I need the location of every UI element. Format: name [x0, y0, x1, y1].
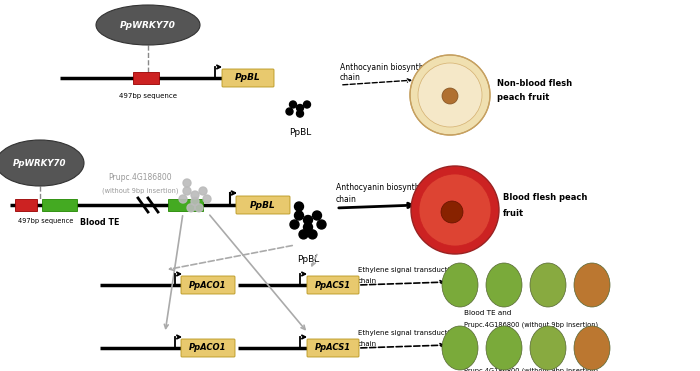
Circle shape	[183, 179, 191, 187]
FancyBboxPatch shape	[181, 276, 235, 294]
Circle shape	[286, 108, 293, 115]
Text: Prupc.4G186800: Prupc.4G186800	[108, 174, 172, 183]
Ellipse shape	[0, 140, 84, 186]
Circle shape	[179, 195, 187, 203]
Text: PpACS1: PpACS1	[315, 280, 351, 289]
Text: chain: chain	[336, 194, 357, 204]
FancyBboxPatch shape	[236, 196, 290, 214]
Bar	[42, 199, 77, 211]
Circle shape	[308, 230, 317, 239]
Circle shape	[295, 211, 304, 220]
Ellipse shape	[442, 263, 478, 307]
Text: Anthocyanin biosynthesis: Anthocyanin biosynthesis	[340, 63, 438, 72]
Text: 497bp sequence: 497bp sequence	[119, 93, 177, 99]
Ellipse shape	[574, 326, 610, 370]
Text: 497bp sequence: 497bp sequence	[18, 218, 74, 224]
Circle shape	[187, 204, 195, 212]
Circle shape	[297, 110, 304, 117]
Text: chain: chain	[358, 278, 377, 284]
Text: peach fruit: peach fruit	[497, 92, 550, 102]
Text: Blood TE and: Blood TE and	[464, 310, 512, 316]
Circle shape	[199, 187, 207, 195]
Text: (without 9bp insertion): (without 9bp insertion)	[102, 188, 178, 194]
Ellipse shape	[530, 326, 566, 370]
Circle shape	[290, 101, 297, 108]
Text: fruit: fruit	[503, 209, 524, 217]
Circle shape	[304, 101, 311, 108]
Bar	[168, 199, 203, 211]
Bar	[15, 199, 37, 211]
Text: PpBL: PpBL	[235, 73, 261, 82]
Text: PpWRKY70: PpWRKY70	[13, 158, 66, 167]
Circle shape	[295, 202, 304, 211]
Ellipse shape	[530, 263, 566, 307]
Text: PpACS1: PpACS1	[315, 344, 351, 352]
Ellipse shape	[486, 326, 522, 370]
Circle shape	[411, 166, 499, 254]
Text: PpACO1: PpACO1	[189, 280, 227, 289]
Circle shape	[203, 195, 211, 203]
Bar	[133, 72, 159, 84]
Text: PpBL: PpBL	[250, 200, 276, 210]
Ellipse shape	[574, 263, 610, 307]
Circle shape	[191, 197, 199, 206]
Text: Prupc.4G186800 (without 9bp insertion): Prupc.4G186800 (without 9bp insertion)	[464, 368, 598, 371]
Text: chain: chain	[358, 341, 377, 347]
Circle shape	[410, 55, 490, 135]
Text: Blood flesh peach: Blood flesh peach	[503, 193, 587, 201]
FancyBboxPatch shape	[181, 339, 235, 357]
Text: Prupc.4G186800 (without 9bp insertion): Prupc.4G186800 (without 9bp insertion)	[464, 321, 598, 328]
Circle shape	[304, 223, 312, 232]
Circle shape	[297, 105, 304, 112]
Circle shape	[441, 201, 463, 223]
Text: Non-blood flesh: Non-blood flesh	[497, 79, 572, 88]
Circle shape	[418, 63, 482, 127]
Text: Blood TE: Blood TE	[80, 218, 120, 227]
Text: chain: chain	[340, 73, 361, 82]
Text: PpWRKY70: PpWRKY70	[120, 20, 176, 30]
Ellipse shape	[96, 5, 200, 45]
Text: Ethylene signal transduction: Ethylene signal transduction	[358, 267, 458, 273]
FancyBboxPatch shape	[307, 339, 359, 357]
Circle shape	[442, 88, 458, 104]
Circle shape	[195, 204, 203, 212]
Circle shape	[290, 220, 299, 229]
Text: Anthocyanin biosynthesis: Anthocyanin biosynthesis	[336, 184, 435, 193]
Ellipse shape	[442, 326, 478, 370]
Text: Ethylene signal transduction: Ethylene signal transduction	[358, 330, 458, 336]
Text: PpBL: PpBL	[297, 255, 319, 264]
Circle shape	[299, 230, 308, 239]
Text: PpACO1: PpACO1	[189, 344, 227, 352]
Circle shape	[312, 211, 321, 220]
FancyBboxPatch shape	[307, 276, 359, 294]
Circle shape	[183, 187, 191, 195]
Text: PpBL: PpBL	[289, 128, 311, 137]
Ellipse shape	[486, 263, 522, 307]
Circle shape	[419, 174, 491, 246]
Circle shape	[191, 191, 199, 199]
Circle shape	[304, 216, 312, 224]
FancyBboxPatch shape	[222, 69, 274, 87]
Circle shape	[317, 220, 326, 229]
